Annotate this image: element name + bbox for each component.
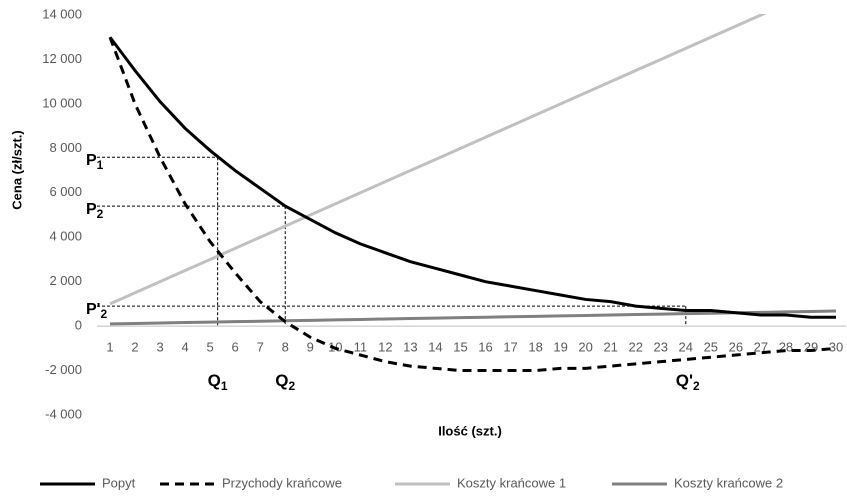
x-tick-label: 26 [729,340,743,355]
x-tick-label: 16 [478,340,492,355]
x-tick-label: 9 [307,340,314,355]
p-label-text: P [86,201,97,218]
x-tick-label: 15 [453,340,467,355]
y-tick-label: -2 000 [45,362,82,377]
x-tick-label: 20 [578,340,592,355]
q-label-text: Q [208,372,221,391]
p-label-text: P' [86,301,100,318]
q-label: Q1 [208,372,228,394]
p-label: P1 [86,152,104,172]
x-tick-label: 30 [829,340,843,355]
q-label-text: Q' [676,372,693,391]
x-tick-label: 13 [403,340,417,355]
y-tick-label: 12 000 [42,51,82,66]
x-tick-label: 24 [679,340,693,355]
x-tick-label: 11 [354,340,368,355]
y-tick-label: -4 000 [45,406,82,421]
x-tick-label: 23 [654,340,668,355]
x-tick-label: 1 [106,340,113,355]
x-tick-label: 6 [232,340,239,355]
x-axis-title: Ilość (szt.) [438,423,502,438]
y-tick-label: 2 000 [49,273,82,288]
y-tick-label: 14 000 [42,6,82,21]
p-label-text: P [86,152,97,169]
x-tick-label: 3 [156,340,163,355]
x-tick-label: 7 [257,340,264,355]
x-tick-label: 25 [704,340,718,355]
x-tick-label: 18 [528,340,542,355]
x-tick-label: 21 [603,340,617,355]
q-label-sub: 2 [288,379,295,393]
p-label-sub: 2 [100,307,107,321]
q-label: Q2 [275,372,295,394]
x-tick-label: 5 [207,340,214,355]
x-tick-label: 17 [503,340,517,355]
y-axis-title: Cena (zł/szt.) [9,130,24,209]
q-label: Q'2 [676,372,700,394]
series-line [108,36,837,373]
legend-label: Przychody krańcowe [222,475,342,490]
series-line [109,309,837,326]
x-tick-label: 27 [754,340,768,355]
y-tick-label: 10 000 [42,95,82,110]
p-label: P'2 [86,301,107,321]
x-tick-label: 4 [181,340,188,355]
legend-label: Koszty krańcowe 2 [674,475,783,490]
series-line [109,14,767,306]
legend-label: Popyt [102,475,136,490]
y-tick-label: 4 000 [49,229,82,244]
p-label: P2 [86,201,104,221]
x-tick-label: 2 [131,340,138,355]
y-tick-label: 8 000 [49,140,82,155]
q-label-sub: 2 [693,379,700,393]
x-tick-label: 29 [804,340,818,355]
legend-label: Koszty krańcowe 1 [457,475,566,490]
x-tick-label: 8 [282,340,289,355]
p-label-sub: 1 [97,158,104,172]
p-label-sub: 2 [97,207,104,221]
q-label-text: Q [275,372,288,391]
y-tick-label: 6 000 [49,184,82,199]
x-tick-label: 22 [628,340,642,355]
series-line [108,36,836,319]
q-label-sub: 1 [221,379,228,393]
y-tick-label: 0 [75,318,82,333]
x-tick-label: 19 [553,340,567,355]
x-tick-label: 14 [428,340,442,355]
x-tick-label: 12 [378,340,392,355]
